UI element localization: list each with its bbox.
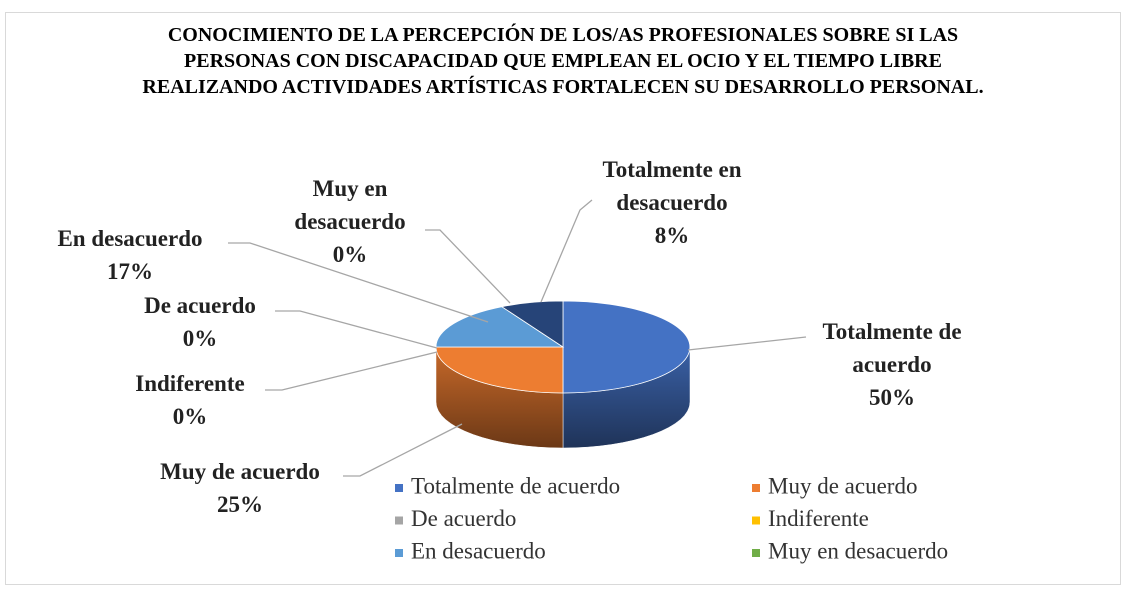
data-label-name: Totalmente en desacuerdo: [602, 157, 742, 215]
chart-title: CONOCIMIENTO DE LA PERCEPCIÓN DE LOS/AS …: [142, 24, 984, 98]
leader-line: [343, 423, 463, 477]
legend-swatch: [752, 484, 760, 492]
leader-line: [540, 199, 593, 303]
legend-label: De acuerdo: [411, 506, 516, 531]
pie-slice: [435, 306, 565, 348]
data-label-name: Muy en desacuerdo: [294, 176, 406, 234]
leader-line: [265, 351, 438, 391]
data-label-value: 8%: [654, 223, 690, 248]
data-label: En desacuerdo 17%: [15, 222, 245, 288]
data-label: Indiferente 0%: [90, 367, 290, 433]
chart-frame: [5, 12, 1121, 585]
legend-swatch: [752, 516, 760, 525]
legend-label: En desacuerdo: [411, 538, 546, 563]
data-label-name: Muy de acuerdo: [160, 459, 320, 484]
data-label-name: Indiferente: [135, 371, 245, 396]
data-label-value: 50%: [869, 385, 915, 410]
data-label-value: 25%: [217, 492, 263, 517]
pie-slice: [562, 300, 691, 394]
legend-label: Totalmente de acuerdo: [411, 473, 620, 498]
legend-swatch: [395, 484, 403, 492]
leader-line: [687, 336, 807, 351]
legend-label: Muy de acuerdo: [768, 473, 917, 498]
leader-line: [228, 242, 489, 323]
data-label-value: 0%: [182, 326, 218, 351]
data-label-name: De acuerdo: [144, 293, 256, 318]
legend-label: Muy en desacuerdo: [768, 538, 948, 563]
pie-slice: [500, 300, 564, 348]
data-label: Totalmente en desacuerdo 8%: [582, 153, 762, 252]
leader-line: [275, 310, 438, 349]
leader-line: [425, 229, 511, 304]
data-label: Muy de acuerdo 25%: [120, 455, 360, 521]
data-label-name: Totalmente de acuerdo: [822, 319, 962, 377]
data-label: Totalmente de acuerdo 50%: [802, 315, 982, 414]
legend-swatch: [752, 549, 760, 557]
data-label: Muy en desacuerdo 0%: [275, 172, 425, 271]
pie-slice: [435, 346, 564, 394]
data-label-value: 0%: [172, 404, 208, 429]
data-label-value: 0%: [332, 242, 368, 267]
data-label-value: 17%: [107, 259, 153, 284]
legend-swatch: [395, 549, 403, 557]
data-label: De acuerdo 0%: [100, 289, 300, 355]
legend-swatch: [395, 516, 403, 525]
legend-label: Indiferente: [768, 506, 869, 531]
data-label-name: En desacuerdo: [57, 226, 203, 251]
